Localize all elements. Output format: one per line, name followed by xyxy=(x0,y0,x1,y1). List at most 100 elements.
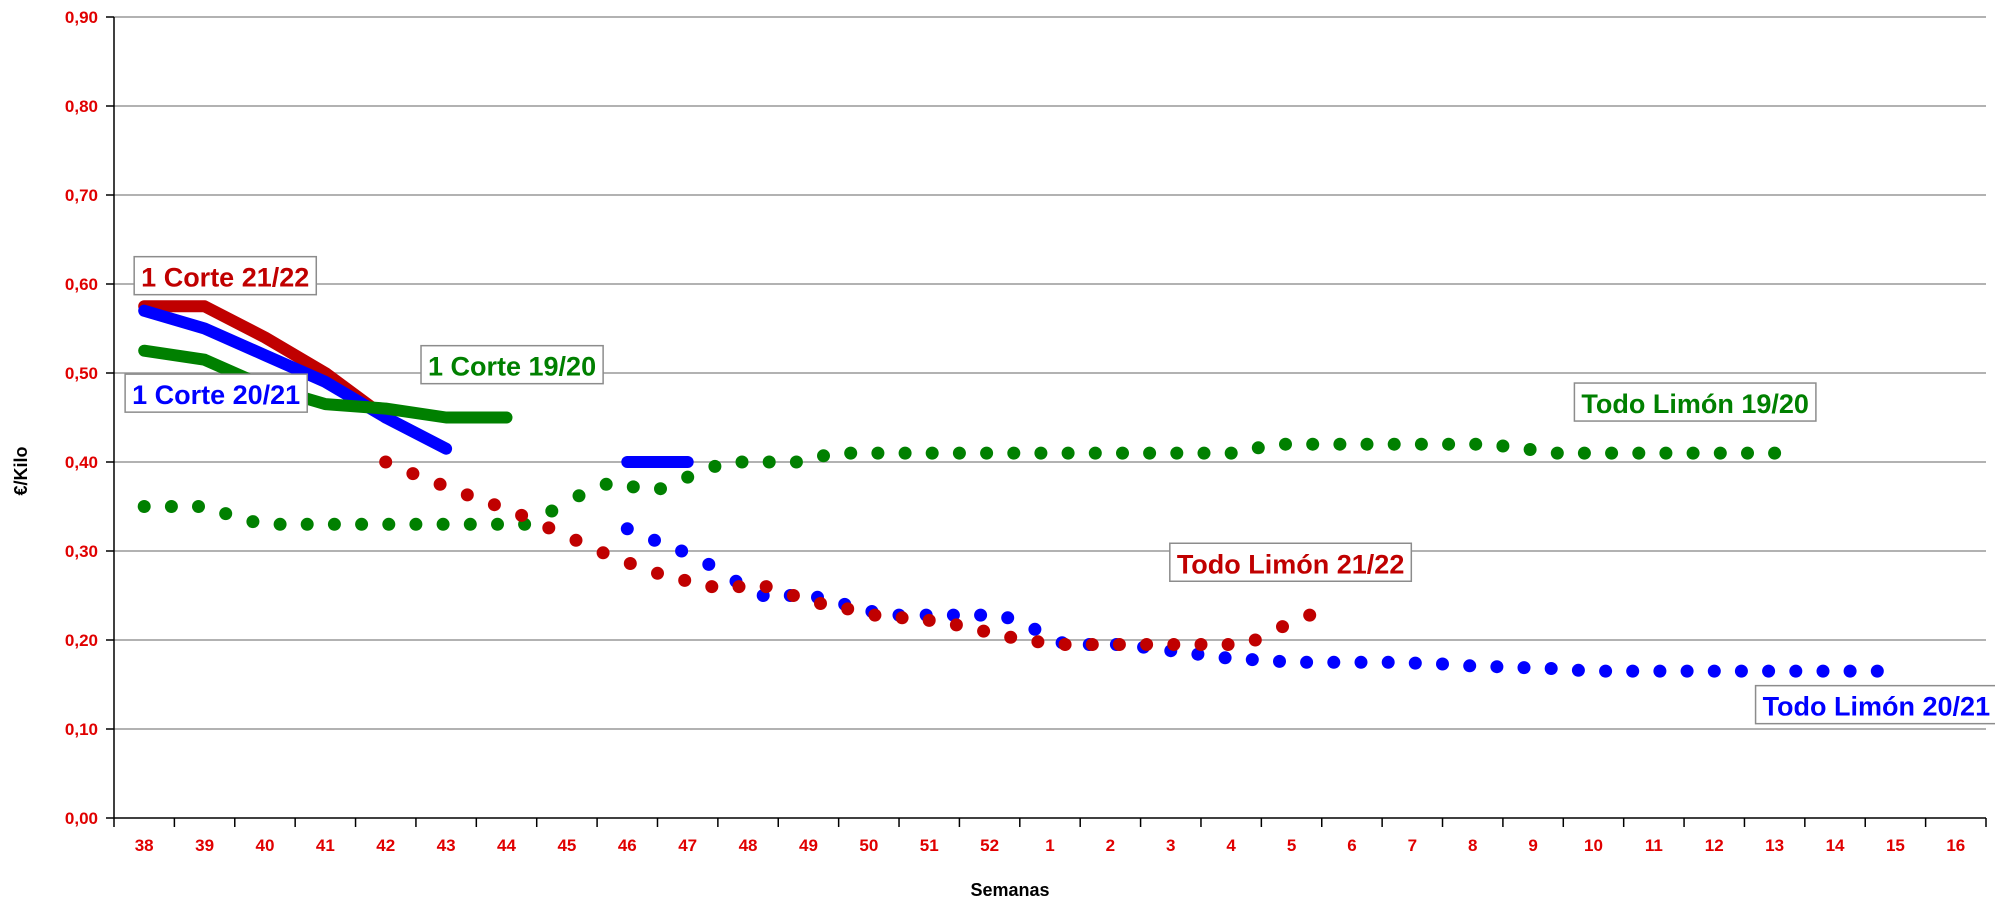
y-tick-label: 0,60 xyxy=(65,275,98,294)
series-point xyxy=(1632,446,1646,460)
series-label-text: 1 Corte 20/21 xyxy=(132,380,300,410)
series-point xyxy=(952,446,966,460)
series-point xyxy=(977,624,991,638)
series-lines xyxy=(138,300,694,468)
series-point xyxy=(1734,664,1748,678)
series-point xyxy=(871,446,885,460)
series-point xyxy=(814,597,827,610)
x-tick-label: 14 xyxy=(1826,836,1845,855)
x-tick-label: 10 xyxy=(1584,836,1603,855)
series-point xyxy=(626,480,640,494)
x-tick-label: 6 xyxy=(1347,836,1356,855)
x-tick-label: 8 xyxy=(1468,836,1477,855)
series-point xyxy=(762,455,776,469)
series-point xyxy=(735,455,749,469)
series-label-text: Todo Limón 19/20 xyxy=(1581,389,1809,419)
x-tick-label: 16 xyxy=(1946,836,1965,855)
x-tick-label: 42 xyxy=(376,836,395,855)
series-label-box xyxy=(420,344,604,385)
series-point xyxy=(572,489,586,503)
series-point xyxy=(1707,664,1721,678)
y-tick-label: 0,00 xyxy=(65,809,98,828)
series-point xyxy=(702,557,716,571)
x-tick-label: 50 xyxy=(859,836,878,855)
series-point xyxy=(515,508,529,522)
series-line xyxy=(138,304,453,455)
series-point xyxy=(569,533,583,547)
series-dots xyxy=(137,437,1884,678)
series-point xyxy=(974,608,988,622)
series-point xyxy=(545,504,559,518)
series-point xyxy=(1140,638,1154,651)
series-point xyxy=(1360,437,1374,451)
series-point xyxy=(1116,446,1129,460)
series-point xyxy=(1686,446,1700,460)
series-point xyxy=(246,515,260,529)
series-label-box xyxy=(124,373,308,413)
series-point xyxy=(487,498,501,512)
x-tick-label: 9 xyxy=(1528,836,1537,855)
series-point xyxy=(1327,655,1341,669)
series-label-text: 1 Corte 21/22 xyxy=(141,263,309,293)
y-axis-title: €/Kilo xyxy=(11,446,31,495)
series-point xyxy=(1816,664,1830,678)
series-point xyxy=(1680,664,1694,678)
series-label: 1 Corte 19/20 xyxy=(420,344,604,385)
series-point xyxy=(623,557,637,570)
series-point xyxy=(1034,446,1048,460)
series-point xyxy=(1306,437,1320,451)
series-point xyxy=(219,507,233,521)
series-labels: 1 Corte 21/22 1 Corte 20/21 1 Corte 19/20 T… xyxy=(124,255,1995,725)
series-point xyxy=(1523,443,1537,456)
x-tick-label: 48 xyxy=(739,836,758,855)
series-point xyxy=(1245,653,1259,667)
y-tick-label: 0,70 xyxy=(65,186,98,205)
series-point xyxy=(675,544,689,558)
series-point xyxy=(1273,654,1286,668)
series-point xyxy=(1218,651,1232,665)
series-point xyxy=(898,446,912,460)
series-point xyxy=(1517,661,1531,675)
series-label-box xyxy=(133,255,318,296)
series-point xyxy=(463,517,477,531)
series-point xyxy=(789,455,803,469)
series-point xyxy=(491,517,504,531)
series-point xyxy=(1741,446,1754,460)
grid-lines xyxy=(114,16,1986,730)
series-point xyxy=(925,446,939,460)
series-point xyxy=(1577,446,1591,460)
series-point xyxy=(1789,664,1803,678)
series-label: Todo Limón 21/22 xyxy=(1169,542,1413,582)
x-tick-label: 2 xyxy=(1106,836,1115,855)
series-point xyxy=(1490,660,1504,674)
series-point xyxy=(1112,638,1126,651)
series-point xyxy=(1007,446,1021,460)
x-tick-label: 7 xyxy=(1408,836,1417,855)
series-point xyxy=(1333,437,1347,451)
series-point xyxy=(542,521,556,535)
series-point xyxy=(1221,638,1235,651)
series-point xyxy=(1170,446,1184,460)
series-point xyxy=(705,580,719,594)
x-tick-label: 41 xyxy=(316,836,335,855)
series-point xyxy=(786,589,800,602)
x-tick-label: 5 xyxy=(1287,836,1296,855)
series-point xyxy=(1387,437,1401,451)
series-point xyxy=(1300,655,1314,669)
y-tick-label: 0,90 xyxy=(65,8,98,27)
series-point xyxy=(654,482,667,496)
series-point xyxy=(1031,635,1045,649)
series-label-text: Todo Limón 21/22 xyxy=(1177,549,1405,579)
y-tick-label: 0,20 xyxy=(65,631,98,650)
series-point xyxy=(192,500,205,513)
series-point xyxy=(409,517,423,531)
series-point xyxy=(433,477,447,491)
series-point xyxy=(273,517,287,531)
x-tick-label: 40 xyxy=(256,836,275,855)
series-point xyxy=(1143,446,1157,460)
series-point xyxy=(596,546,610,560)
x-tick-label: 11 xyxy=(1645,836,1663,855)
series-point xyxy=(1408,656,1422,670)
x-tick-label: 38 xyxy=(135,836,154,855)
